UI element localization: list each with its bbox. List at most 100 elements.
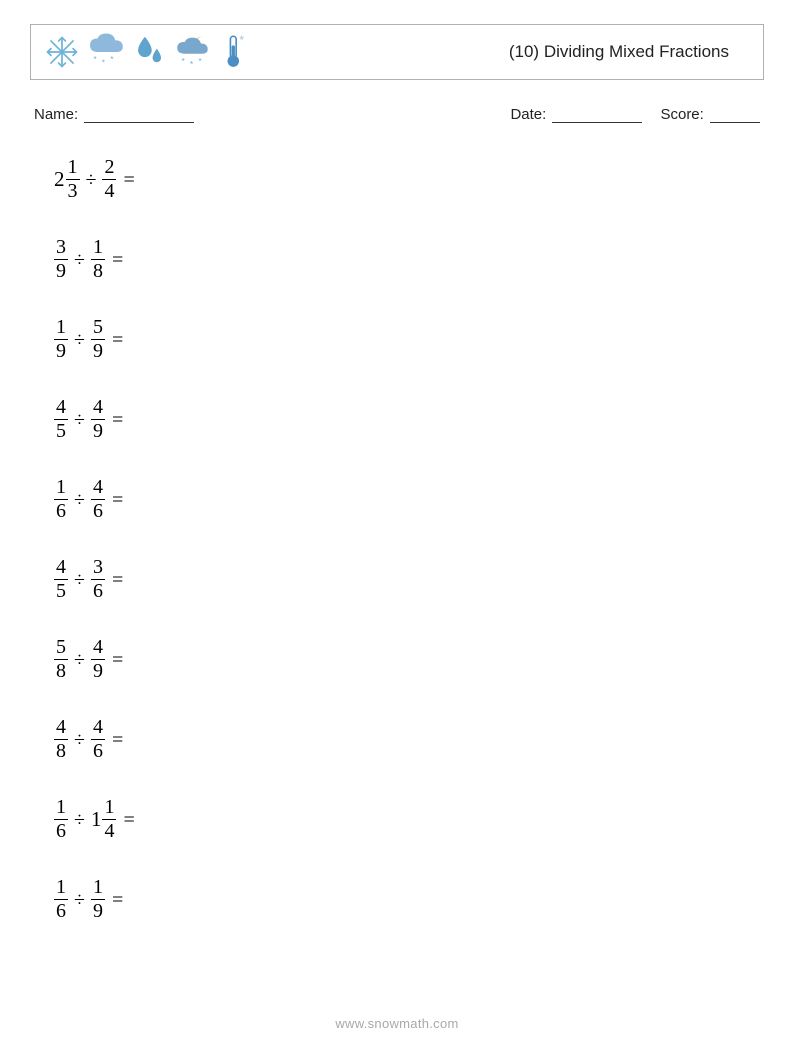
fraction: 49 <box>91 637 105 682</box>
denominator: 5 <box>56 421 66 442</box>
equals-sign: = <box>112 490 123 510</box>
whole-part: 2 <box>54 169 65 190</box>
fraction: 16 <box>54 797 68 842</box>
thermometer-icon: * <box>223 33 251 71</box>
equals-sign: = <box>112 570 123 590</box>
numerator: 1 <box>56 477 66 498</box>
header-box: *** *** * (10 <box>30 24 764 80</box>
problem-row: 16÷46= <box>54 477 764 522</box>
score-field: Score: <box>660 106 760 123</box>
numerator: 1 <box>93 237 103 258</box>
numerator: 4 <box>56 397 66 418</box>
equals-sign: = <box>112 890 123 910</box>
numerator: 4 <box>93 477 103 498</box>
denominator: 6 <box>93 581 103 602</box>
denominator: 8 <box>93 261 103 282</box>
equals-sign: = <box>123 810 134 830</box>
denominator: 8 <box>56 661 66 682</box>
denominator: 6 <box>56 501 66 522</box>
svg-text:*: * <box>110 54 114 64</box>
divide-operator: ÷ <box>86 170 97 190</box>
numerator: 3 <box>56 237 66 258</box>
numerator: 1 <box>93 877 103 898</box>
fraction: 19 <box>54 317 68 362</box>
denominator: 9 <box>93 341 103 362</box>
svg-text:*: * <box>181 56 185 66</box>
numerator: 3 <box>93 557 103 578</box>
worksheet-page: *** *** * (10 <box>0 0 794 922</box>
numerator: 4 <box>93 637 103 658</box>
fraction: 13 <box>66 157 80 202</box>
numerator: 5 <box>93 317 103 338</box>
fraction: 24 <box>102 157 116 202</box>
svg-text:*: * <box>102 57 106 67</box>
problem-row: 16÷19= <box>54 877 764 922</box>
numerator: 4 <box>56 557 66 578</box>
score-label: Score: <box>660 106 703 123</box>
footer-url: www.snowmath.com <box>0 1016 794 1031</box>
numerator: 1 <box>56 797 66 818</box>
problem-row: 45÷36= <box>54 557 764 602</box>
fraction: 18 <box>91 237 105 282</box>
denominator: 6 <box>56 901 66 922</box>
numerator: 5 <box>56 637 66 658</box>
score-blank[interactable] <box>710 109 760 123</box>
meta-row: Name: Date: Score: <box>30 106 764 123</box>
fraction: 14 <box>102 797 116 842</box>
whole-part: 1 <box>91 809 102 830</box>
fraction: 59 <box>91 317 105 362</box>
fraction: 39 <box>54 237 68 282</box>
problems-list: 213÷24=39÷18=19÷59=45÷49=16÷46=45÷36=58÷… <box>30 157 764 922</box>
numerator: 4 <box>56 717 66 738</box>
numerator: 1 <box>68 157 78 178</box>
divide-operator: ÷ <box>74 330 85 350</box>
denominator: 9 <box>93 661 103 682</box>
divide-operator: ÷ <box>74 250 85 270</box>
denominator: 4 <box>104 821 114 842</box>
divide-operator: ÷ <box>74 650 85 670</box>
fraction: 45 <box>54 557 68 602</box>
divide-operator: ÷ <box>74 410 85 430</box>
snowflake-icon <box>45 35 79 69</box>
numerator: 1 <box>56 877 66 898</box>
fraction: 16 <box>54 477 68 522</box>
equals-sign: = <box>112 250 123 270</box>
divide-operator: ÷ <box>74 810 85 830</box>
svg-text:*: * <box>190 59 194 69</box>
fraction: 45 <box>54 397 68 442</box>
fraction: 58 <box>54 637 68 682</box>
denominator: 6 <box>93 501 103 522</box>
problem-row: 58÷49= <box>54 637 764 682</box>
denominator: 5 <box>56 581 66 602</box>
date-label: Date: <box>510 106 546 123</box>
problem-row: 19÷59= <box>54 317 764 362</box>
problem-row: 45 ÷ 4 9 = <box>54 397 764 442</box>
date-blank[interactable] <box>552 109 642 123</box>
denominator: 3 <box>68 181 78 202</box>
problem-row: 16÷114= <box>54 797 764 842</box>
divide-operator: ÷ <box>74 570 85 590</box>
weather-icons-row: * * * * * * * <box>45 33 251 71</box>
numerator: 4 <box>93 717 103 738</box>
denominator: 9 <box>56 261 66 282</box>
denominator: 9 <box>93 421 103 442</box>
name-blank[interactable] <box>84 109 194 123</box>
equals-sign: = <box>112 330 123 350</box>
problem-row: 48÷46= <box>54 717 764 762</box>
svg-text:*: * <box>93 54 97 64</box>
divide-operator: ÷ <box>74 490 85 510</box>
date-field: Date: <box>510 106 642 123</box>
numerator: 1 <box>104 797 114 818</box>
equals-sign: = <box>123 170 134 190</box>
numerator: 1 <box>56 317 66 338</box>
equals-sign: = <box>112 730 123 750</box>
equals-sign: = <box>112 410 123 430</box>
fraction: 19 <box>91 877 105 922</box>
fraction: 36 <box>91 557 105 602</box>
problem-row: 213÷24= <box>54 157 764 202</box>
divide-operator: ÷ <box>74 890 85 910</box>
svg-text:*: * <box>198 56 202 66</box>
night-snow-cloud-icon: * * * <box>173 33 217 71</box>
denominator: 9 <box>93 901 103 922</box>
svg-text:*: * <box>239 35 244 47</box>
